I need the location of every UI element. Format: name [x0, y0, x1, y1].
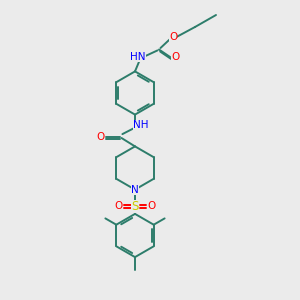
Text: HN: HN: [130, 52, 146, 62]
Text: O: O: [147, 201, 156, 211]
Text: S: S: [131, 200, 139, 213]
Text: O: O: [114, 201, 123, 211]
Text: NH: NH: [133, 120, 148, 130]
Text: N: N: [131, 184, 139, 195]
Text: O: O: [169, 32, 177, 43]
Text: O: O: [171, 52, 180, 62]
Text: O: O: [96, 131, 105, 142]
